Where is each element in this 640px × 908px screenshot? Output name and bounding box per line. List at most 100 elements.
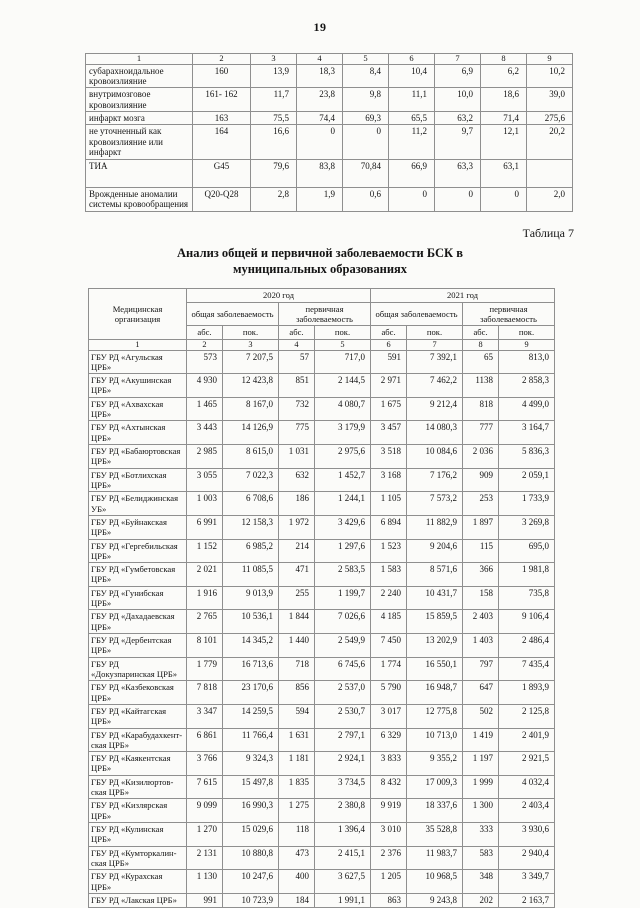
value-cell: 2 415,1	[313, 845, 372, 871]
organization-name: ГБУ РД «Белиджинская УБ»	[88, 491, 187, 516]
group-header: общая заболеваемость	[186, 301, 279, 327]
sub-header: абс.	[186, 325, 223, 340]
value-cell: 6 894	[370, 514, 408, 540]
organization-name: ГБУ РД «Ахтынская ЦРБ»	[88, 420, 187, 445]
value-cell: 1 779	[186, 656, 223, 682]
value-cell: 6 329	[370, 727, 408, 753]
morbidity-table-header: Медицинская организация 2020 год 2021 го…	[88, 288, 556, 351]
value-cell: 35 528,8	[406, 822, 464, 847]
value-cell: 2 240	[370, 585, 408, 611]
table-row: ГБУ РД «Кумторкалин-ская ЦРБ» 2 131 10 880…	[88, 845, 556, 871]
value-cell: 65	[462, 349, 500, 375]
value-cell: 12 158,3	[222, 514, 279, 540]
table-row: ГБУ РД «Гунибская ЦРБ» 1 916 9 013,9 255 1 1…	[88, 585, 556, 611]
value-cell: 7 022,3	[222, 467, 279, 493]
value-cell: 57	[278, 349, 315, 375]
value-cell: 695,0	[498, 538, 556, 564]
value-cell: 11,1	[388, 87, 435, 113]
table-row: ГБУ РД «Ахвахская ЦРБ» 1 465 8 167,0 732 4 0…	[88, 396, 556, 422]
disease-label: инфаркт мозга	[85, 111, 193, 126]
value-cell: 2 059,1	[498, 467, 556, 493]
value-cell: 8 432	[370, 774, 408, 800]
value-cell: 18,6	[480, 87, 527, 113]
value-cell: 0,6	[342, 186, 389, 212]
organization-name: ГБУ РД «Агульская ЦРБ»	[88, 349, 187, 375]
value-cell: 333	[462, 822, 500, 847]
table-row: ГБУ РД «Кизлярская ЦРБ» 9 099 16 990,3 1 27…	[88, 798, 556, 823]
value-cell: 8 101	[186, 633, 223, 658]
year-header-row: Медицинская организация 2020 год 2021 го…	[88, 288, 556, 340]
organization-name: ГБУ РД «Бабаюртовская ЦРБ»	[88, 444, 187, 469]
value-cell: 9 324,3	[222, 751, 279, 776]
value-cell: 1 396,4	[313, 822, 372, 847]
value-cell: 23,8	[296, 87, 343, 113]
value-cell: 3 429,6	[313, 514, 372, 540]
icd-code: 160	[192, 63, 251, 89]
value-cell: 2 163,7	[498, 892, 556, 908]
value-cell: 717,0	[313, 349, 372, 375]
value-cell: 775	[278, 420, 315, 445]
icd-code: 161- 162	[192, 87, 251, 113]
value-cell: 10 536,1	[222, 609, 279, 634]
value-cell: 2 486,4	[498, 633, 556, 658]
value-cell: 7 435,4	[498, 656, 556, 682]
value-cell: 186	[278, 491, 315, 516]
col-num: 8	[480, 53, 527, 65]
value-cell: 69,3	[342, 111, 389, 126]
column-number-row: 1 2 3 4 5 6 7 8 9	[85, 53, 573, 65]
value-cell: 573	[186, 349, 223, 375]
organization-name: ГБУ РД «Карабудахкент-ская ЦРБ»	[88, 727, 187, 753]
value-cell: 909	[462, 467, 500, 493]
value-cell: 2 036	[462, 444, 500, 469]
value-cell: 1 631	[278, 727, 315, 753]
value-cell: 2 858,3	[498, 373, 556, 398]
value-cell: 797	[462, 656, 500, 682]
value-cell: 4 032,4	[498, 774, 556, 800]
value-cell: 4 080,7	[313, 396, 372, 422]
sub-header: абс.	[462, 325, 500, 340]
value-cell: 2 921,5	[498, 751, 556, 776]
organization-name: ГБУ РД «Казбековская ЦРБ»	[88, 680, 187, 705]
value-cell: 2 403	[462, 609, 500, 634]
value-cell: 0	[342, 124, 389, 160]
value-cell: 2 144,5	[313, 373, 372, 398]
value-cell: 11,7	[250, 87, 297, 113]
value-cell: 1 893,9	[498, 680, 556, 705]
value-cell: 1 105	[370, 491, 408, 516]
value-cell: 9 355,2	[406, 751, 464, 776]
value-cell: 63,2	[434, 111, 481, 126]
value-cell: 0	[296, 124, 343, 160]
value-cell: 863	[370, 892, 408, 908]
value-cell: 1 199,7	[313, 585, 372, 611]
value-cell: 1 419	[462, 727, 500, 753]
value-cell: 10 880,8	[222, 845, 279, 871]
disease-label: субарахноидальное кровоизлияние	[85, 63, 193, 89]
value-cell: 718	[278, 656, 315, 682]
value-cell: 2 940,4	[498, 845, 556, 871]
organization-name: ГБУ РД «Гунибская ЦРБ»	[88, 585, 187, 611]
col-num: 6	[388, 53, 435, 65]
value-cell: 12 775,8	[406, 703, 464, 729]
value-cell: 10,4	[388, 63, 435, 89]
value-cell: 1 205	[370, 869, 408, 894]
table-row: субарахноидальное кровоизлияние 160 13,9 18…	[85, 63, 573, 89]
value-cell: 818	[462, 396, 500, 422]
value-cell: 214	[278, 538, 315, 564]
value-cell: 1 181	[278, 751, 315, 776]
value-cell: 1 197	[462, 751, 500, 776]
value-cell: 13 202,9	[406, 633, 464, 658]
value-cell: 2 985	[186, 444, 223, 469]
value-cell: 1 981,8	[498, 562, 556, 587]
value-cell: 18 337,6	[406, 798, 464, 823]
value-cell: 0	[434, 186, 481, 212]
disease-label: ТИА	[85, 158, 193, 188]
morbidity-table-body: ГБУ РД «Агульская ЦРБ» 573 7 207,5 57 717,0 5…	[88, 349, 556, 908]
value-cell: 2 797,1	[313, 727, 372, 753]
value-cell: 732	[278, 396, 315, 422]
value-cell: 11,2	[388, 124, 435, 160]
value-cell: 16 713,6	[222, 656, 279, 682]
organization-name: ГБУ РД «Кайтагская ЦРБ»	[88, 703, 187, 729]
value-cell: 3 734,5	[313, 774, 372, 800]
value-cell: 1 300	[462, 798, 500, 823]
